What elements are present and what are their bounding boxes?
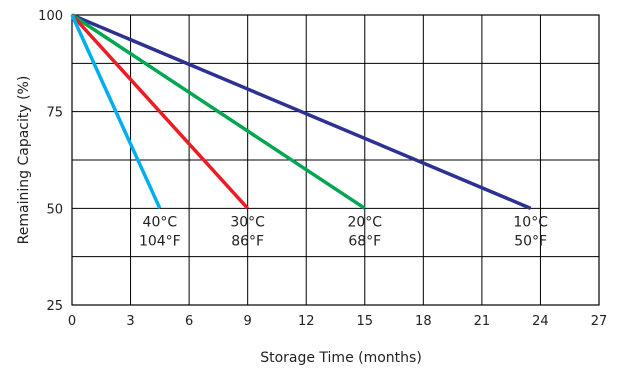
y-tick-label: 100 xyxy=(38,9,63,24)
y-tick-label: 50 xyxy=(46,202,63,217)
series-label-1: 20°C xyxy=(347,214,382,230)
y-tick-label: 25 xyxy=(46,299,63,314)
x-tick-label: 9 xyxy=(244,314,252,329)
series-label-0: 10°C xyxy=(513,214,548,230)
x-tick-label: 15 xyxy=(357,314,374,329)
series-label-3: 104°F xyxy=(139,233,181,249)
x-tick-label: 24 xyxy=(532,314,549,329)
x-tick-label: 18 xyxy=(415,314,432,329)
series-label-0: 50°F xyxy=(514,233,547,249)
series-label-1: 68°F xyxy=(348,233,381,249)
series-label-2: 86°F xyxy=(231,233,264,249)
series-label-3: 40°C xyxy=(143,214,178,230)
tick-labels: 0 3 6 9 12 15 18 21 24 27 25 50 75 100 xyxy=(38,9,607,329)
series-line-0 xyxy=(71,13,532,210)
y-axis-label: Remaining Capacity (%) xyxy=(16,76,32,245)
x-tick-label: 21 xyxy=(474,314,491,329)
y-tick-label: 75 xyxy=(46,106,63,121)
x-tick-label: 12 xyxy=(298,314,315,329)
plot-frame xyxy=(71,14,600,306)
x-tick-label: 3 xyxy=(126,314,134,329)
x-tick-label: 27 xyxy=(591,314,608,329)
grid xyxy=(71,14,600,306)
x-tick-label: 0 xyxy=(68,314,76,329)
series-line-3 xyxy=(70,14,162,210)
x-axis-label: Storage Time (months) xyxy=(260,350,422,366)
series-label-2: 30°C xyxy=(230,214,265,230)
series-line-2 xyxy=(70,13,249,210)
series-group xyxy=(70,13,532,210)
x-tick-label: 6 xyxy=(185,314,193,329)
series-labels: 10°C 50°F 20°C 68°F 30°C 86°F 40°C 104°F xyxy=(139,214,548,249)
series-line-1 xyxy=(71,13,366,210)
